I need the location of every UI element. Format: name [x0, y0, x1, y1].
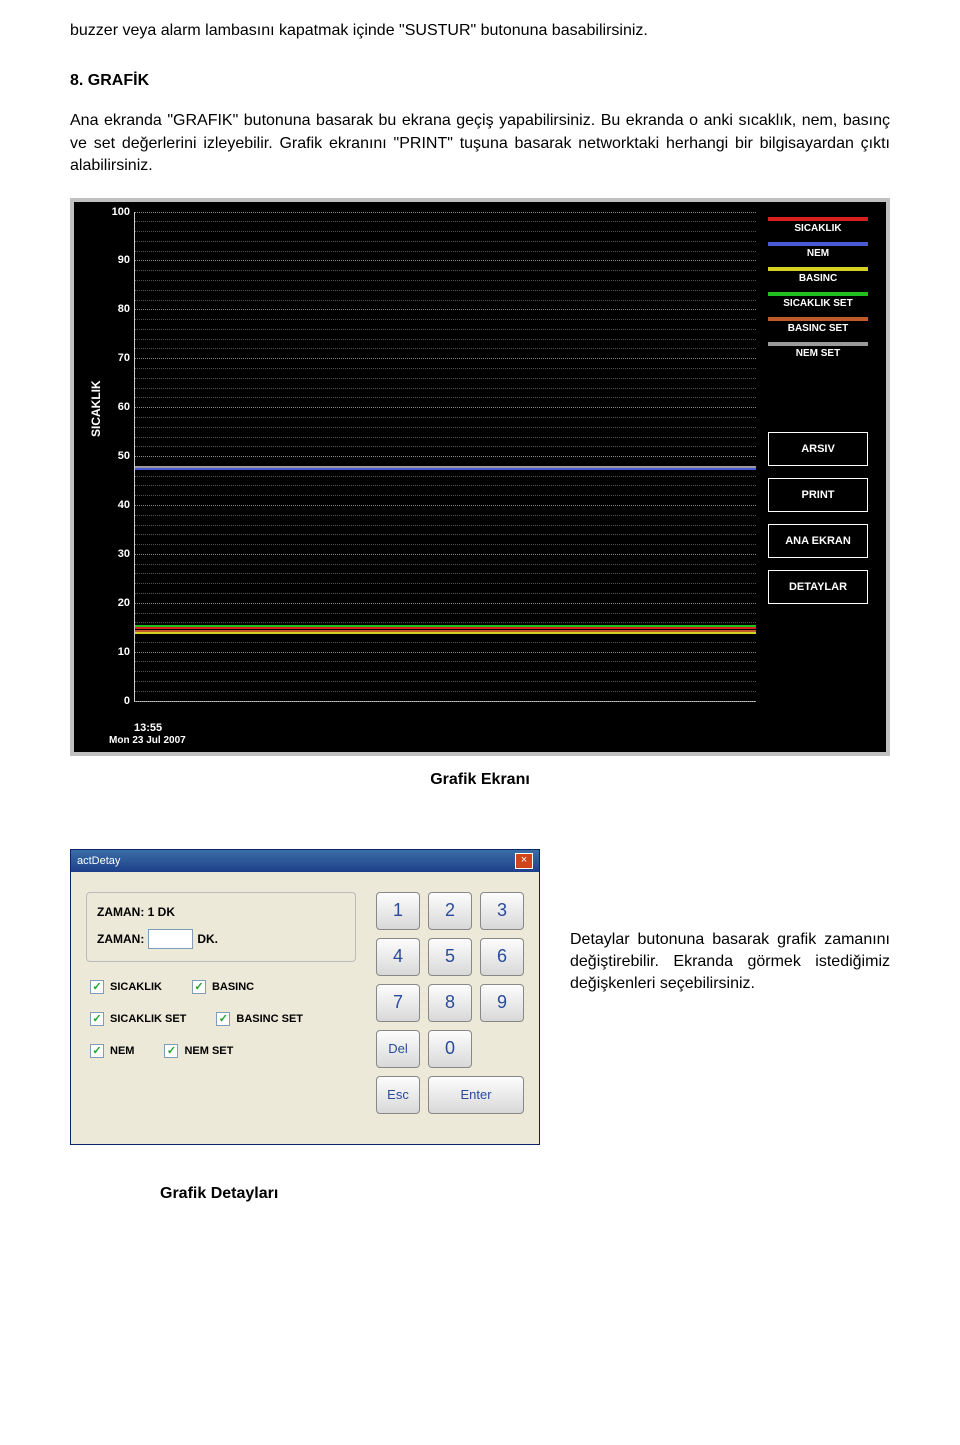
- series-line: [135, 632, 756, 634]
- key-enter[interactable]: Enter: [428, 1076, 524, 1114]
- legend-item: BASINC: [768, 267, 868, 284]
- key-7[interactable]: 7: [376, 984, 420, 1022]
- key-1[interactable]: 1: [376, 892, 420, 930]
- checkbox-basinc-set[interactable]: ✓BASINC SET: [216, 1012, 303, 1026]
- key-8[interactable]: 8: [428, 984, 472, 1022]
- legend-item: NEM: [768, 242, 868, 259]
- key-2[interactable]: 2: [428, 892, 472, 930]
- x-axis-date: Mon 23 Jul 2007: [109, 735, 186, 746]
- y-tick-label: 30: [95, 548, 130, 560]
- y-tick-label: 80: [95, 303, 130, 315]
- keypad: 123 456 789 Del0EscEnter: [376, 892, 524, 1114]
- print-button[interactable]: PRINT: [768, 478, 868, 512]
- chart-screenshot: SICAKLIK 0102030405060708090100 13:55 Mo…: [70, 198, 890, 756]
- series-line: [135, 630, 756, 632]
- detail-dialog: actDetay × ZAMAN: 1 DK ZAMAN: DK. ✓SICAK…: [70, 849, 540, 1145]
- y-tick-label: 40: [95, 499, 130, 511]
- close-icon[interactable]: ×: [515, 853, 533, 869]
- zaman-input[interactable]: [148, 929, 193, 949]
- chart-legend: SICAKLIK NEM BASINC SICAKLIK SET BASINC SET N…: [768, 217, 868, 367]
- y-tick-label: 50: [95, 450, 130, 462]
- legend-item: SICAKLIK: [768, 217, 868, 234]
- arsiv-button[interactable]: ARSIV: [768, 432, 868, 466]
- detail-caption: Grafik Detayları: [160, 1185, 890, 1203]
- zaman-group: ZAMAN: 1 DK ZAMAN: DK.: [86, 892, 356, 962]
- zaman-label: ZAMAN: 1 DK: [97, 905, 345, 919]
- dialog-titlebar: actDetay ×: [71, 850, 539, 872]
- key-6[interactable]: 6: [480, 938, 524, 976]
- y-tick-label: 60: [95, 401, 130, 413]
- legend-item: NEM SET: [768, 342, 868, 359]
- legend-item: SICAKLIK SET: [768, 292, 868, 309]
- key-5[interactable]: 5: [428, 938, 472, 976]
- chart-plot: 0102030405060708090100: [134, 212, 756, 702]
- section-title: 8. GRAFİK: [70, 72, 890, 90]
- y-tick-label: 20: [95, 597, 130, 609]
- key-3[interactable]: 3: [480, 892, 524, 930]
- zaman-suffix: DK.: [197, 932, 218, 946]
- key-del[interactable]: Del: [376, 1030, 420, 1068]
- chart-caption: Grafik Ekranı: [70, 771, 890, 789]
- series-line: [135, 625, 756, 627]
- checkbox-group: ✓SICAKLIK ✓BASINC ✓SICAKLIK SET ✓BASINC SET…: [86, 980, 356, 1058]
- checkbox-basinc[interactable]: ✓BASINC: [192, 980, 254, 994]
- checkbox-nem[interactable]: ✓NEM: [90, 1044, 134, 1058]
- checkbox-nem-set[interactable]: ✓NEM SET: [164, 1044, 233, 1058]
- body-text: Ana ekranda "GRAFIK" butonuna basarak bu…: [70, 110, 890, 177]
- side-note: Detaylar butonuna basarak grafik zamanın…: [570, 849, 890, 996]
- y-tick-label: 10: [95, 646, 130, 658]
- side-buttons: ARSIV PRINT ANA EKRAN DETAYLAR: [768, 432, 868, 616]
- zaman-prefix: ZAMAN:: [97, 932, 144, 946]
- key-9[interactable]: 9: [480, 984, 524, 1022]
- checkbox-sicaklik[interactable]: ✓SICAKLIK: [90, 980, 162, 994]
- y-tick-label: 100: [95, 206, 130, 218]
- dialog-title: actDetay: [77, 855, 120, 867]
- ana-ekran-button[interactable]: ANA EKRAN: [768, 524, 868, 558]
- detaylar-button[interactable]: DETAYLAR: [768, 570, 868, 604]
- series-line: [135, 468, 756, 470]
- y-tick-label: 70: [95, 352, 130, 364]
- legend-item: BASINC SET: [768, 317, 868, 334]
- x-axis-time: 13:55: [134, 722, 162, 734]
- series-line: [135, 466, 756, 468]
- key-esc[interactable]: Esc: [376, 1076, 420, 1114]
- key-0[interactable]: 0: [428, 1030, 472, 1068]
- checkbox-sicaklik-set[interactable]: ✓SICAKLIK SET: [90, 1012, 186, 1026]
- key-4[interactable]: 4: [376, 938, 420, 976]
- y-tick-label: 0: [95, 695, 130, 707]
- y-tick-label: 90: [95, 254, 130, 266]
- intro-text: buzzer veya alarm lambasını kapatmak içi…: [70, 20, 890, 42]
